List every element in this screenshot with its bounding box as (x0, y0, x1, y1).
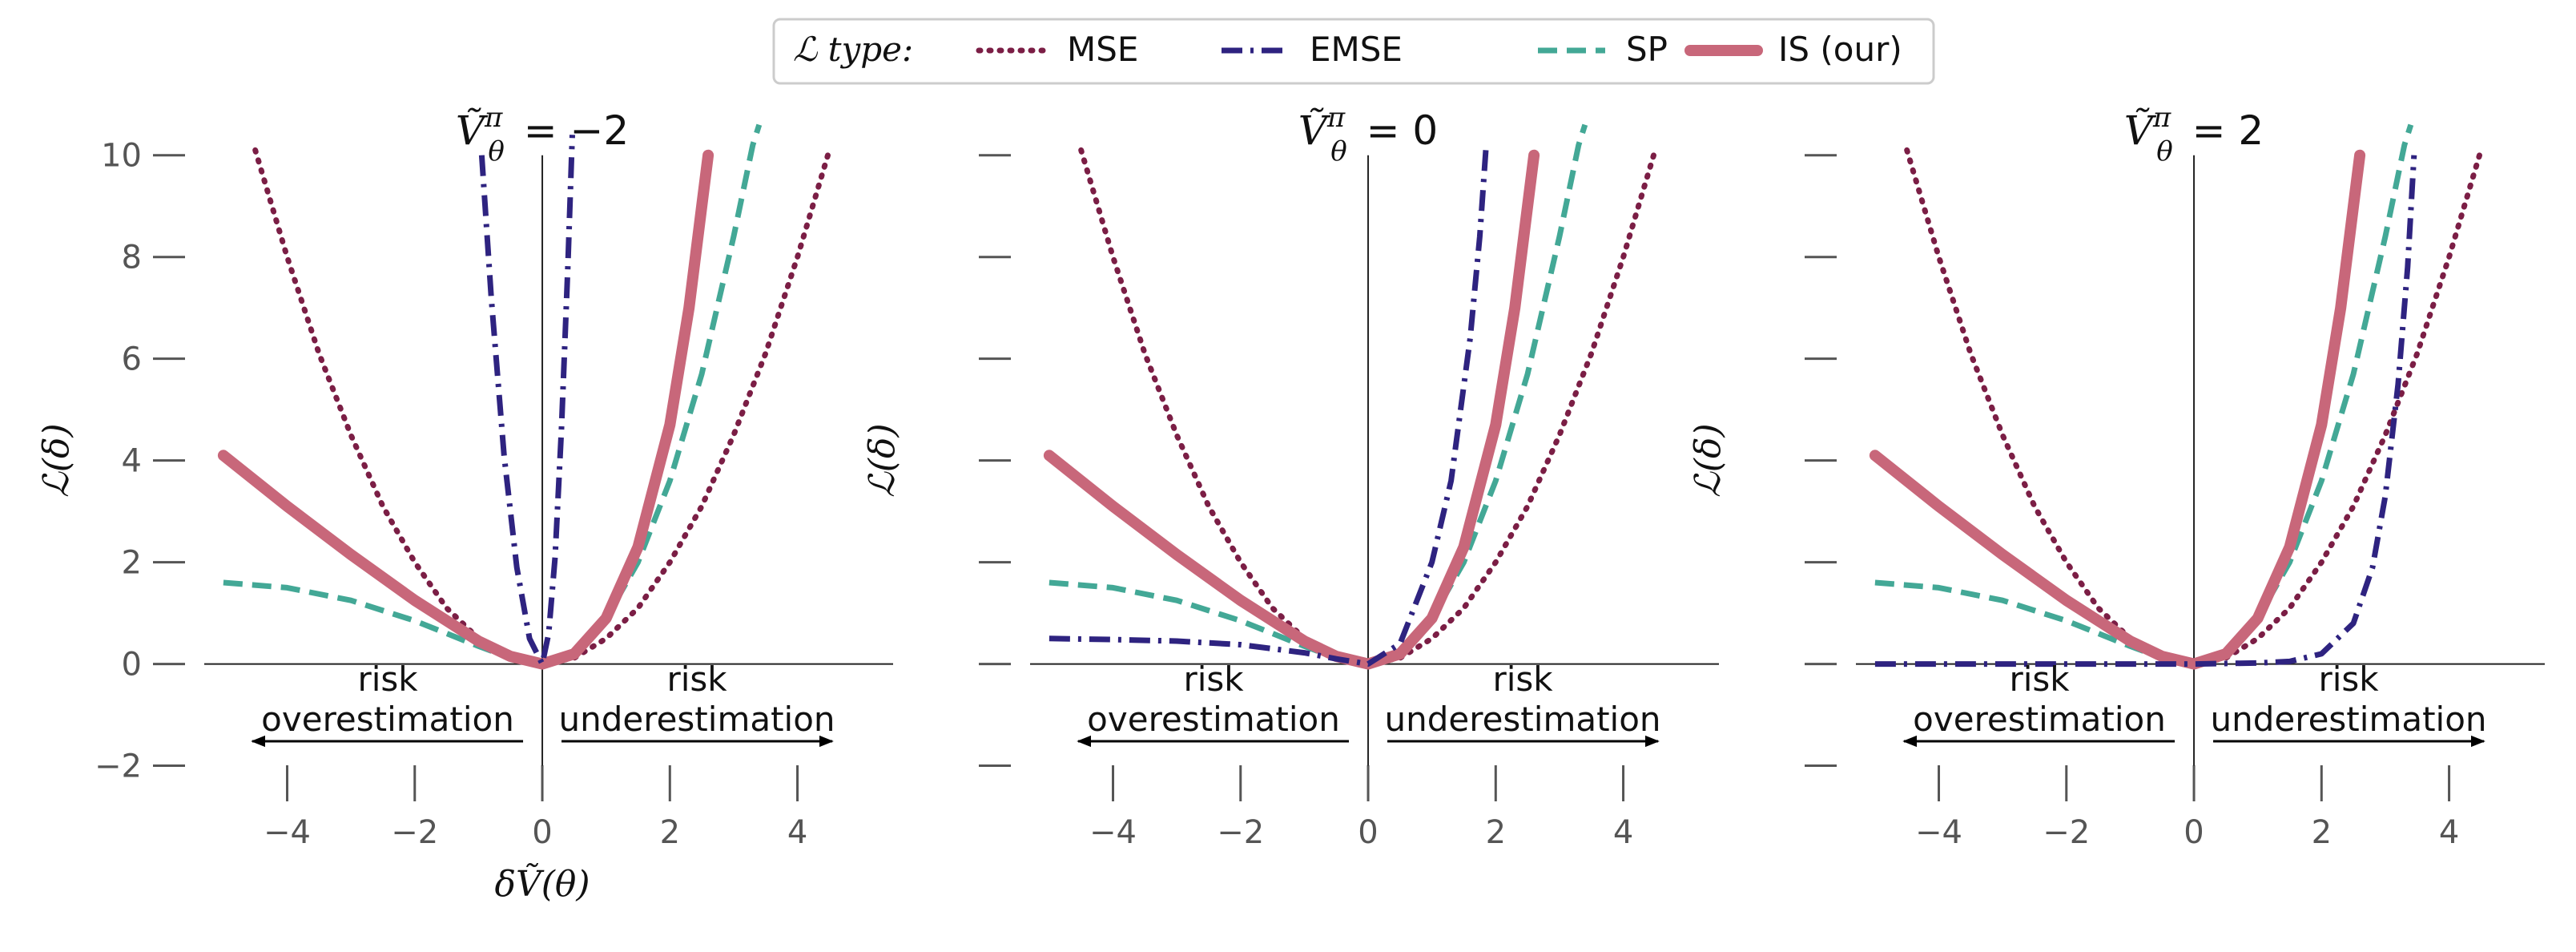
legend-label: SP (1626, 30, 1668, 69)
legend-title: ℒ type: (793, 30, 913, 69)
x-tick-label: 0 (1358, 814, 1378, 851)
series-line (478, 135, 575, 668)
y-tick-label: 10 (101, 138, 142, 175)
annotation-underestimation: risk (666, 660, 727, 699)
x-tick-label: 0 (2184, 814, 2204, 851)
x-tick-label: −4 (1915, 814, 1962, 851)
y-tick-label: 6 (122, 341, 142, 378)
x-tick-label: −2 (391, 814, 438, 851)
annotation-overestimation: overestimation (1087, 700, 1340, 739)
y-tick-label: −2 (95, 748, 142, 785)
x-tick-label: 4 (1613, 814, 1633, 851)
y-tick-label: 4 (122, 443, 142, 480)
legend-entry: SP (1538, 30, 1668, 69)
annotation-overestimation: risk (2009, 660, 2070, 699)
annotation-underestimation: underestimation (2211, 700, 2487, 739)
x-tick-label: 2 (1486, 814, 1506, 851)
series-line (1874, 155, 2417, 668)
x-tick-label: −4 (264, 814, 311, 851)
panel-title: Ṽπ θ = −2 (456, 102, 629, 167)
annotation-underestimation: risk (2318, 660, 2379, 699)
y-axis-label: ℒ(δ) (1688, 423, 1729, 498)
x-tick-label: 4 (2439, 814, 2459, 851)
y-tick-label: 0 (122, 647, 142, 684)
annotation-underestimation: underestimation (1385, 700, 1661, 739)
panel-title: Ṽπ θ = 2 (2124, 102, 2264, 167)
chart-panel: −4 −2 0 2 4riskoverestimationriskunderestima… (1688, 102, 2545, 851)
legend-entry: IS (our) (1684, 30, 1902, 69)
series-line (1869, 149, 2366, 670)
series-line (217, 149, 714, 670)
annotation-underestimation: risk (1492, 660, 1553, 699)
y-axis-label: ℒ(δ) (862, 423, 903, 498)
panel-title: Ṽπ θ = 0 (1298, 102, 1438, 167)
legend: ℒ type: MSE EMSE SP IS (our) (772, 18, 1935, 85)
annotation-overestimation: risk (1183, 660, 1244, 699)
annotation-overestimation: risk (357, 660, 418, 699)
x-tick-label: −2 (1217, 814, 1264, 851)
series-line (1049, 144, 1489, 668)
x-tick-label: 4 (787, 814, 807, 851)
annotation-overestimation: overestimation (261, 700, 514, 739)
legend-label: MSE (1067, 30, 1138, 69)
y-tick-label: 8 (122, 240, 142, 276)
annotation-underestimation: underestimation (559, 700, 835, 739)
x-tick-label: 0 (532, 814, 552, 851)
y-tick-label: 2 (122, 545, 142, 582)
legend-entries: MSE EMSE SP IS (our) (976, 30, 1902, 69)
legend-label: IS (our) (1778, 30, 1902, 69)
chart-panel: −4 −2 0 2 4riskoverestimationriskunderestima… (862, 102, 1719, 851)
x-axis-label: δṼ(θ) (494, 862, 590, 905)
legend-frame (772, 18, 1935, 85)
x-tick-label: 2 (2312, 814, 2332, 851)
legend-entry: MSE (976, 30, 1138, 69)
annotation-overestimation: overestimation (1913, 700, 2166, 739)
x-tick-label: −4 (1089, 814, 1137, 851)
y-axis-label: ℒ(δ) (36, 423, 77, 498)
series-line (1043, 149, 1540, 670)
x-tick-label: −2 (2043, 814, 2090, 851)
x-tick-label: 2 (660, 814, 680, 851)
legend-entry: EMSE (1222, 30, 1403, 69)
legend-label: EMSE (1310, 30, 1403, 69)
